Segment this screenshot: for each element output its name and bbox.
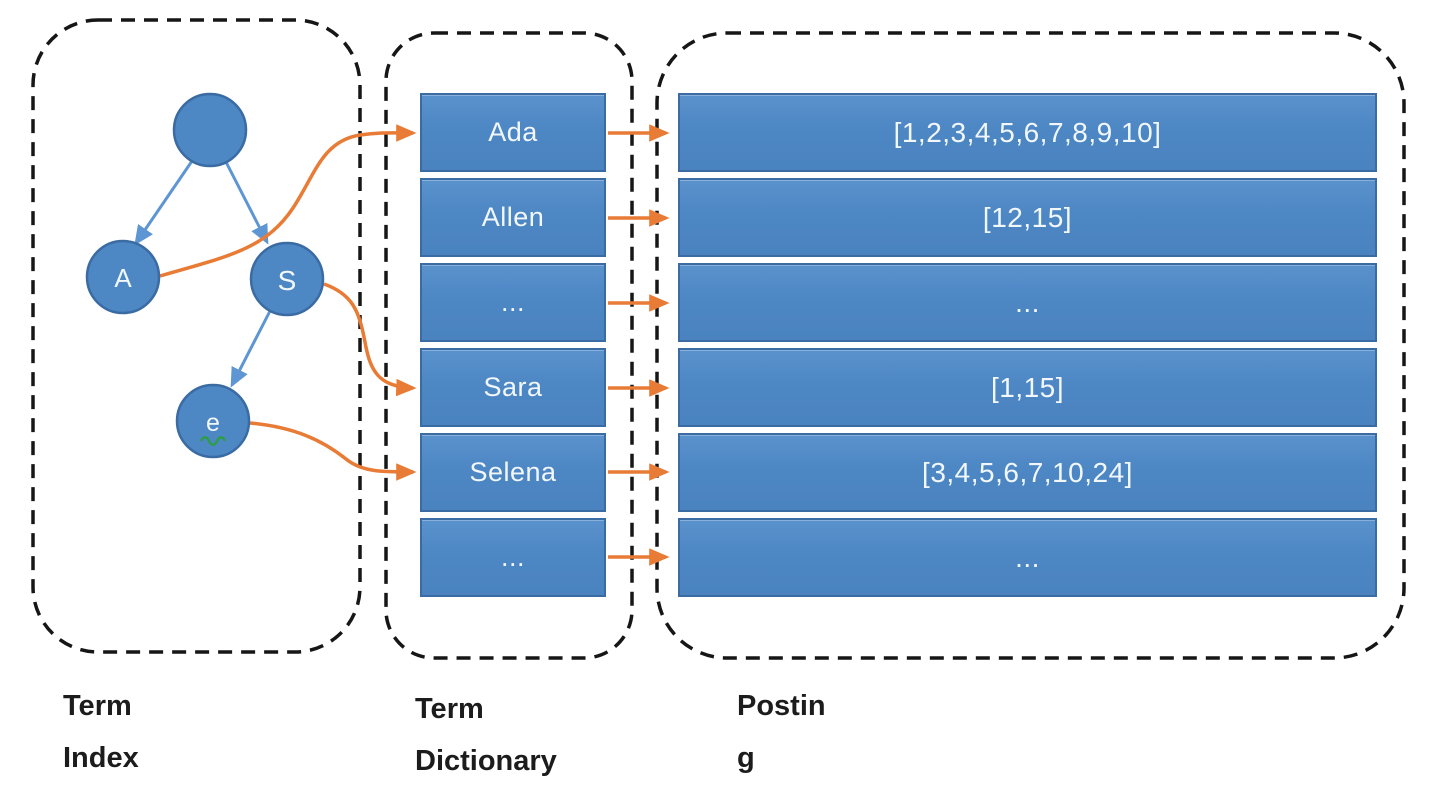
posting-box-ellipsis1: ... (678, 263, 1377, 342)
link-s-to-sara (323, 282, 417, 397)
tree-node-root (172, 92, 248, 168)
dict-box-selena: Selena (420, 433, 606, 512)
posting-list: [1,2,3,4,5,6,7,8,9,10] (893, 116, 1162, 148)
tree-edge-s-to-e (230, 310, 272, 388)
tree-node-e: e (175, 383, 251, 459)
link-a-to-ada (159, 124, 417, 278)
tree-node-a: A (85, 239, 161, 315)
term-index-label-line1: Term (63, 690, 132, 722)
posting-list: [1,15] (990, 371, 1065, 403)
spellcheck-squiggle (199, 436, 227, 446)
term-index-label: Term Index (63, 680, 139, 784)
term-dictionary-label-line1: Term (415, 693, 484, 725)
posting-list: ... (1015, 286, 1040, 318)
dict-box-ellipsis2: ... (420, 518, 606, 597)
posting-label: Postin g (737, 680, 826, 784)
dict-term: ... (500, 287, 525, 317)
posting-container (655, 31, 1406, 660)
posting-box-sara: [1,15] (678, 348, 1377, 427)
dict-term: Selena (469, 457, 557, 487)
term-dictionary-container (384, 31, 634, 660)
posting-box-selena: [3,4,5,6,7,10,24] (678, 433, 1377, 512)
tree-node-s: S (249, 241, 325, 317)
posting-label-line1: Postin (737, 690, 826, 722)
dict-box-ellipsis1: ... (420, 263, 606, 342)
posting-list: [3,4,5,6,7,10,24] (922, 456, 1133, 488)
term-dictionary-label-line2: Dictionary (415, 745, 557, 777)
tree-node-a-label: A (114, 263, 132, 293)
posting-box-ada: [1,2,3,4,5,6,7,8,9,10] (678, 93, 1377, 172)
term-dictionary-label: Term Dictionary (415, 683, 557, 787)
dict-box-allen: Allen (420, 178, 606, 257)
dict-term: Ada (488, 117, 538, 147)
tree-node-s-label: S (278, 265, 297, 296)
posting-label-line2: g (737, 742, 755, 774)
posting-list: ... (1015, 541, 1040, 573)
posting-list: [12,15] (982, 201, 1073, 233)
dict-term: Allen (481, 202, 545, 232)
posting-box-ellipsis2: ... (678, 518, 1377, 597)
term-index-container (31, 18, 362, 654)
tree-node-e-label: e (206, 409, 220, 437)
term-index-label-line2: Index (63, 742, 139, 774)
posting-box-allen: [12,15] (678, 178, 1377, 257)
dict-term: ... (500, 542, 525, 572)
dict-term: Sara (483, 372, 543, 402)
dict-box-sara: Sara (420, 348, 606, 427)
tree-edge-root-to-s (224, 161, 269, 245)
link-e-to-selena (249, 421, 417, 481)
tree-edge-root-to-a (134, 160, 194, 246)
dict-box-ada: Ada (420, 93, 606, 172)
